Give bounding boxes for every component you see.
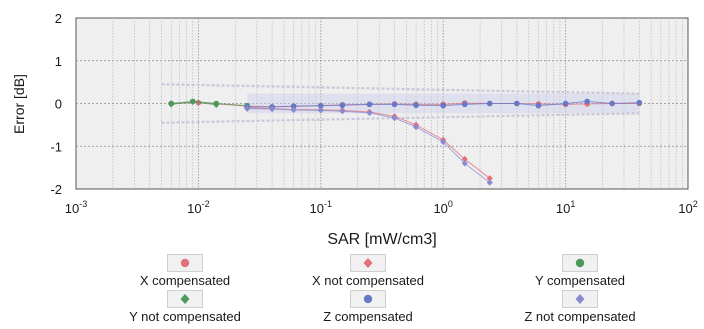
y-tick-label: -1 bbox=[50, 139, 62, 154]
x-axis-label: SAR [mW/cm3] bbox=[327, 231, 436, 248]
y-tick-label: 2 bbox=[55, 11, 62, 26]
data-point bbox=[366, 101, 373, 108]
data-point bbox=[213, 101, 220, 108]
data-point bbox=[535, 102, 542, 109]
data-point bbox=[318, 102, 324, 109]
legend-label: Y not compensated bbox=[129, 309, 241, 324]
data-point bbox=[391, 114, 398, 122]
x-tick-label: 10-2 bbox=[187, 199, 209, 216]
x-tick-label: 10-1 bbox=[310, 199, 332, 216]
legend-item-z-compensated: Z compensated bbox=[268, 290, 468, 324]
data-point bbox=[562, 100, 569, 107]
data-point bbox=[413, 102, 419, 109]
y-tick-labels: 2 1 0 -1 -2 bbox=[50, 11, 62, 197]
circle-marker-icon bbox=[575, 258, 585, 268]
data-point bbox=[461, 155, 468, 163]
legend-item-y-compensated: Y compensated bbox=[480, 254, 680, 288]
data-point bbox=[269, 105, 276, 113]
legend-label: Z compensated bbox=[323, 309, 413, 324]
circle-marker-icon bbox=[363, 294, 373, 304]
data-point bbox=[486, 179, 493, 186]
circle-marker-icon bbox=[180, 258, 190, 268]
legend-swatch bbox=[350, 290, 386, 308]
legend-item-z-not-compensated: Z not compensated bbox=[480, 290, 680, 324]
series-line bbox=[171, 100, 248, 107]
data-marks bbox=[168, 98, 643, 186]
data-point bbox=[486, 175, 493, 182]
x-tick-labels: 10-3 10-2 10-1 100 101 102 bbox=[65, 199, 698, 216]
legend-swatch bbox=[562, 254, 598, 272]
data-point bbox=[461, 160, 468, 167]
data-point bbox=[461, 101, 468, 108]
x-tick-label: 100 bbox=[433, 199, 452, 216]
y-tick-label: 1 bbox=[55, 54, 62, 69]
legend-label: Z not compensated bbox=[524, 309, 636, 324]
data-point bbox=[339, 102, 346, 109]
data-point bbox=[636, 99, 643, 106]
diamond-marker-icon bbox=[180, 294, 190, 304]
legend-label: X compensated bbox=[139, 273, 231, 288]
legend-item-x-compensated: X compensated bbox=[85, 254, 285, 288]
data-point bbox=[514, 100, 520, 107]
x-tick-label: 101 bbox=[556, 199, 575, 216]
legend-swatch bbox=[167, 290, 203, 308]
x-tick-label: 10-3 bbox=[65, 199, 87, 216]
data-point bbox=[440, 102, 447, 109]
data-point bbox=[317, 107, 324, 114]
legend-swatch bbox=[350, 254, 386, 272]
data-point bbox=[189, 98, 196, 105]
legend-item-x-not-compensated: X not compensated bbox=[268, 254, 468, 288]
diamond-marker-icon bbox=[363, 258, 373, 268]
x-tick-label: 102 bbox=[678, 199, 697, 216]
diamond-marker-icon bbox=[575, 294, 585, 304]
legend-swatch bbox=[167, 254, 203, 272]
legend-label: Y compensated bbox=[534, 273, 626, 288]
legend-swatch bbox=[562, 290, 598, 308]
legend-label: X not compensated bbox=[311, 273, 425, 288]
data-point bbox=[244, 105, 251, 112]
data-point bbox=[609, 100, 615, 107]
data-point bbox=[168, 101, 175, 108]
y-tick-label: 0 bbox=[55, 97, 62, 112]
data-point bbox=[584, 98, 590, 105]
data-point bbox=[413, 123, 420, 131]
data-point bbox=[339, 107, 346, 115]
data-point bbox=[366, 109, 373, 117]
sar-error-chart: 10-3 10-2 10-1 100 101 102 210-1-2 SAR [mW/cm… bbox=[11, 11, 698, 248]
data-point bbox=[290, 103, 297, 109]
y-axis-label: Error [dB] bbox=[11, 74, 27, 134]
y-tick-label: -2 bbox=[50, 182, 62, 197]
legend-item-y-not-compensated: Y not compensated bbox=[85, 290, 285, 324]
data-point bbox=[290, 106, 297, 114]
data-point bbox=[440, 138, 447, 146]
data-point bbox=[486, 100, 493, 107]
data-point bbox=[391, 101, 398, 108]
